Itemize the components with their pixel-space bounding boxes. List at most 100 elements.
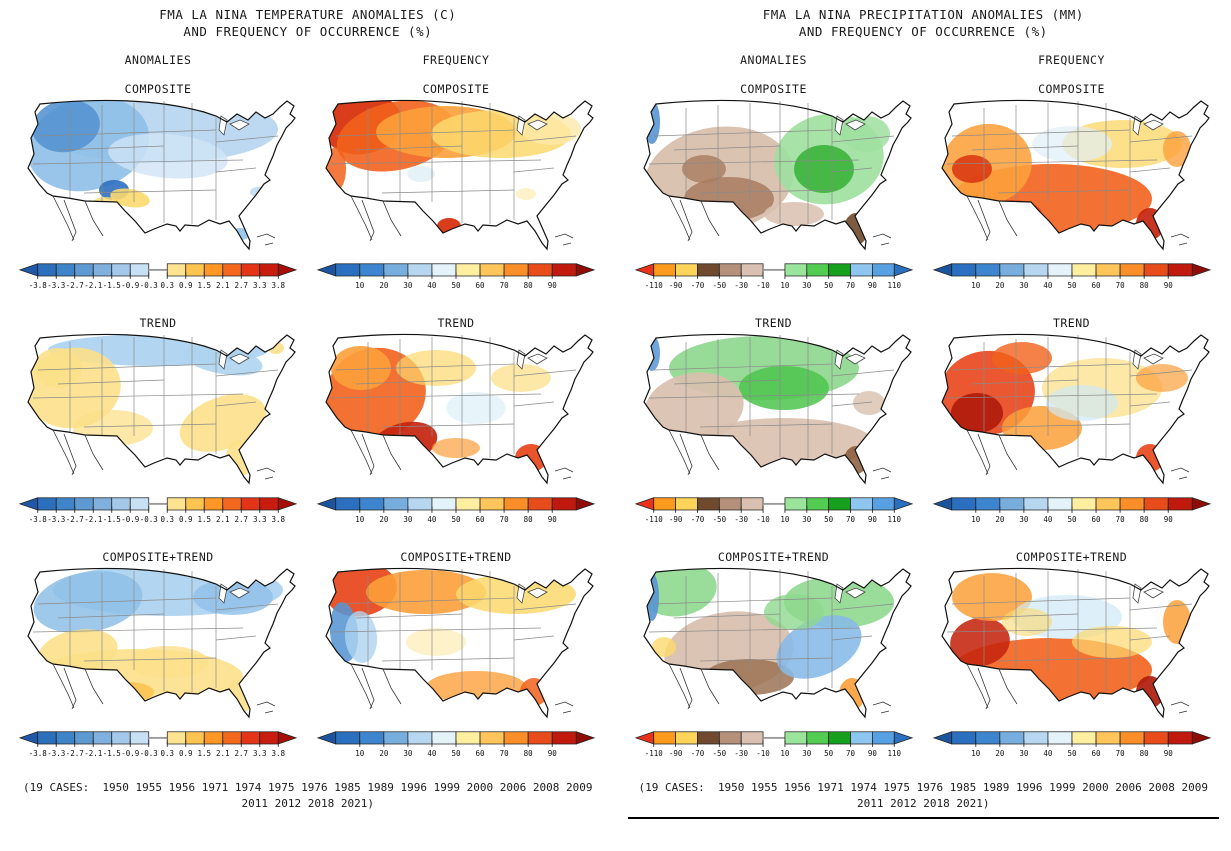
svg-text:30: 30 xyxy=(802,515,812,524)
svg-text:60: 60 xyxy=(1091,749,1101,758)
svg-text:2.7: 2.7 xyxy=(234,281,248,290)
svg-text:110: 110 xyxy=(887,749,901,758)
map-row-label: COMPOSITE xyxy=(422,82,490,96)
svg-text:90: 90 xyxy=(1163,515,1173,524)
map-svg xyxy=(633,74,914,260)
svg-text:1.5: 1.5 xyxy=(197,281,211,290)
colorbar-frequency-1: 10 20 30 40 50 60 70 80 90 xyxy=(316,260,596,304)
svg-text:80: 80 xyxy=(1139,515,1149,524)
colorbar-svg: -110 -90 -70 -50 -30 -10 10 30 50 70 90 110 xyxy=(634,497,913,524)
svg-text:-90: -90 xyxy=(668,515,682,524)
svg-text:60: 60 xyxy=(476,281,486,290)
svg-text:30: 30 xyxy=(802,281,812,290)
svg-text:-0.3: -0.3 xyxy=(140,281,158,290)
svg-text:0.3: 0.3 xyxy=(160,281,174,290)
map-svg xyxy=(316,308,596,494)
map-temperature-composite-trend-anomalies: COMPOSITE+TREND xyxy=(18,542,298,728)
svg-text:70: 70 xyxy=(846,515,856,524)
svg-text:50: 50 xyxy=(1067,281,1077,290)
colorbar-svg: 10 20 30 40 50 60 70 80 90 xyxy=(316,263,596,290)
colorbar-temperature-anomalies-3: -3.8 -3.3 -2.7 -2.1 -1.5 -0.9 -0.3 0.3 0.9 1.5 2.1… xyxy=(18,728,298,772)
map-temperature-composite-anomalies: COMPOSITE xyxy=(18,74,298,260)
svg-text:-1.5: -1.5 xyxy=(103,281,121,290)
svg-text:2.7: 2.7 xyxy=(234,749,248,758)
svg-text:-2.1: -2.1 xyxy=(84,749,102,758)
svg-text:10: 10 xyxy=(780,281,790,290)
svg-text:-2.7: -2.7 xyxy=(66,281,84,290)
svg-text:3.8: 3.8 xyxy=(271,281,285,290)
map-row-label: TREND xyxy=(754,316,793,330)
map-row-label: TREND xyxy=(1052,316,1091,330)
svg-text:-30: -30 xyxy=(734,515,748,524)
svg-text:70: 70 xyxy=(500,281,510,290)
svg-text:-110: -110 xyxy=(644,281,663,290)
svg-text:80: 80 xyxy=(524,281,534,290)
title-line-1: FMA LA NINA TEMPERATURE ANOMALIES (C) xyxy=(159,7,457,22)
svg-text:70: 70 xyxy=(846,749,856,758)
svg-text:-10: -10 xyxy=(756,749,770,758)
svg-text:-50: -50 xyxy=(712,515,726,524)
svg-text:-1.5: -1.5 xyxy=(103,515,121,524)
svg-text:110: 110 xyxy=(887,515,901,524)
temperature-cases-caption: (19 CASES: 1950 1955 1956 1971 1974 1975… xyxy=(0,780,616,812)
svg-text:-30: -30 xyxy=(734,281,748,290)
svg-text:-50: -50 xyxy=(712,281,726,290)
colorbar-frequency-5: 10 20 30 40 50 60 70 80 90 xyxy=(932,494,1212,538)
svg-text:-3.3: -3.3 xyxy=(47,515,65,524)
map-row-label: TREND xyxy=(437,316,475,330)
svg-text:0.9: 0.9 xyxy=(179,749,193,758)
svg-text:90: 90 xyxy=(1163,281,1173,290)
svg-text:1.5: 1.5 xyxy=(197,749,211,758)
svg-text:2.1: 2.1 xyxy=(216,749,230,758)
svg-text:40: 40 xyxy=(427,281,437,290)
svg-text:60: 60 xyxy=(1091,515,1101,524)
map-precipitation-composite-trend-frequency: COMPOSITE+TREND xyxy=(931,542,1212,728)
caption-line-1: (19 CASES: 1950 1955 1956 1971 1974 1975… xyxy=(22,781,593,794)
svg-text:-10: -10 xyxy=(756,281,770,290)
svg-text:-0.9: -0.9 xyxy=(121,749,139,758)
svg-text:-1.5: -1.5 xyxy=(103,749,121,758)
map-svg xyxy=(18,308,298,494)
svg-text:-3.8: -3.8 xyxy=(29,281,48,290)
svg-text:30: 30 xyxy=(1019,281,1029,290)
temperature-row-composite: COMPOSITE COMPOSITE xyxy=(0,74,616,260)
svg-text:40: 40 xyxy=(427,515,437,524)
svg-text:10: 10 xyxy=(780,749,790,758)
svg-text:0.9: 0.9 xyxy=(179,515,193,524)
svg-text:3.8: 3.8 xyxy=(271,515,285,524)
precipitation-panel: FMA LA NINA PRECIPITATION ANOMALIES (MM)… xyxy=(616,0,1231,851)
temperature-colorbars-row2: -3.8 -3.3 -2.7 -2.1 -1.5 -0.9 -0.3 0.3 0.9 1.5 2.1… xyxy=(0,494,616,538)
temperature-colorbars-row1: -3.8 -3.3 -2.7 -2.1 -1.5 -0.9 -0.3 0.3 0.9 1.5 2.1… xyxy=(0,260,616,304)
map-row-label: COMPOSITE xyxy=(740,82,807,96)
svg-text:-0.3: -0.3 xyxy=(140,515,158,524)
svg-text:-110: -110 xyxy=(644,749,663,758)
svg-text:-2.7: -2.7 xyxy=(66,749,84,758)
map-svg xyxy=(316,542,596,728)
colorbar-frequency-6: 10 20 30 40 50 60 70 80 90 xyxy=(932,728,1212,772)
map-precipitation-trend-anomalies: TREND xyxy=(633,308,914,494)
colorbar-temperature-anomalies-1: -3.8 -3.3 -2.7 -2.1 -1.5 -0.9 -0.3 0.3 0.9 1.5 2.1… xyxy=(18,260,298,304)
svg-text:-3.8: -3.8 xyxy=(29,749,48,758)
svg-text:90: 90 xyxy=(548,749,558,758)
svg-text:-50: -50 xyxy=(712,749,726,758)
svg-text:20: 20 xyxy=(379,281,389,290)
map-row-label: COMPOSITE+TREND xyxy=(717,550,830,564)
column-header-anomalies: ANOMALIES xyxy=(740,53,807,67)
precipitation-colorbars-row2: -110 -90 -70 -50 -30 -10 10 30 50 70 90 110 10 20 30 4… xyxy=(616,494,1231,538)
temperature-panel-title: FMA LA NINA TEMPERATURE ANOMALIES (C) AND… xyxy=(0,0,616,46)
svg-text:-90: -90 xyxy=(668,281,682,290)
map-temperature-trend-anomalies: TREND xyxy=(18,308,298,494)
colorbar-svg: 10 20 30 40 50 60 70 80 90 xyxy=(932,731,1211,758)
svg-text:60: 60 xyxy=(1091,281,1101,290)
caption-line-2: 2011 2012 2018 2021) xyxy=(241,797,374,810)
temperature-panel: FMA LA NINA TEMPERATURE ANOMALIES (C) AND… xyxy=(0,0,616,812)
colorbar-svg: -110 -90 -70 -50 -30 -10 10 30 50 70 90 110 xyxy=(634,263,913,290)
svg-text:70: 70 xyxy=(846,281,856,290)
svg-text:50: 50 xyxy=(824,749,834,758)
map-precipitation-composite-trend-anomalies: COMPOSITE+TREND xyxy=(633,542,914,728)
map-temperature-trend-frequency: TREND xyxy=(316,308,596,494)
map-svg xyxy=(931,74,1212,260)
svg-text:2.7: 2.7 xyxy=(234,515,248,524)
map-row-label: TREND xyxy=(139,316,177,330)
map-row-label: COMPOSITE+TREND xyxy=(400,550,512,564)
